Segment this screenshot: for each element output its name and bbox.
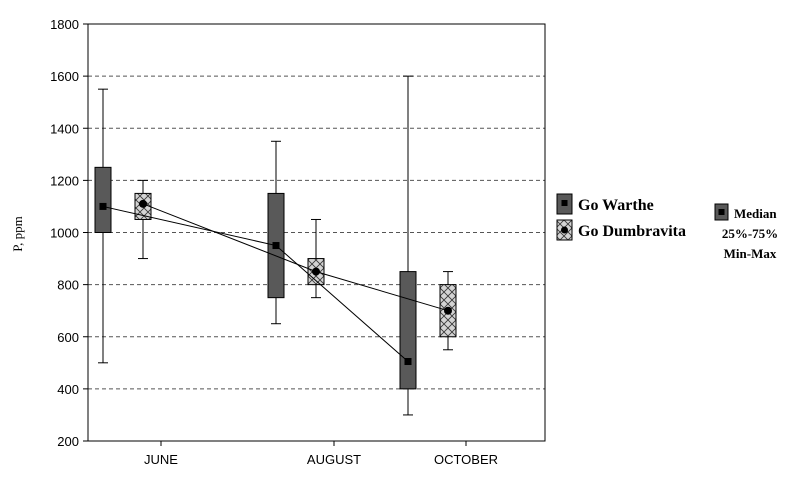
y-tick-label-600: 600 [57,330,79,345]
legend-swatch-marker-series-0 [561,200,568,206]
y-tick-label-400: 400 [57,382,79,397]
x-tick-label-october: OCTOBER [434,452,498,467]
legend-item-series-0: Go Warthe [556,193,654,215]
legend-label-series-0: Go Warthe [578,197,654,214]
legend-item-series-1: Go Dumbravita [556,219,686,241]
series-0-october-box [399,271,417,390]
legend-label-series-1: Go Dumbravita [578,223,686,240]
y-tick-label-1800: 1800 [50,17,79,32]
series-0-june-box [94,166,112,233]
series-1-october-median-marker [444,306,452,315]
x-tick-labels: JUNE AUGUST OCTOBER [144,452,498,467]
legend-key-range: Min-Max [724,246,777,261]
series-0-october-median-marker [404,358,412,366]
x-tick-label-august: AUGUST [307,452,361,467]
x-tick-label-june: JUNE [144,452,178,467]
legend-swatch-marker-series-1 [561,226,568,234]
y-tick-label-800: 800 [57,278,79,293]
series-0-june-median-marker [99,202,107,210]
legend-key-median: Median [734,206,777,221]
legend: Go Warthe Go Dumbravita Median 25%-75% M… [556,193,778,261]
legend-key: Median 25%-75% Min-Max [714,203,778,261]
y-tick-label-1400: 1400 [50,121,79,136]
median-lines [99,199,452,366]
y-tick-label-200: 200 [57,434,79,449]
y-tick-label-1200: 1200 [50,173,79,188]
series-1-august-median-marker [312,267,320,276]
series-0-median-line [102,205,409,362]
y-tick-label-1600: 1600 [50,69,79,84]
grid-lines [88,75,545,390]
y-tick-labels: 200 400 600 800 1000 1200 1400 1600 1800 [50,17,79,449]
y-axis-label: P, ppm [10,216,25,251]
legend-key-marker [718,209,725,215]
y-tick-label-1000: 1000 [50,226,79,241]
series-1-june-median-marker [139,199,147,208]
axes [83,23,546,446]
legend-key-quartiles: 25%-75% [722,226,778,241]
plot-frame [87,23,546,442]
series-0-august-median-marker [272,242,280,250]
